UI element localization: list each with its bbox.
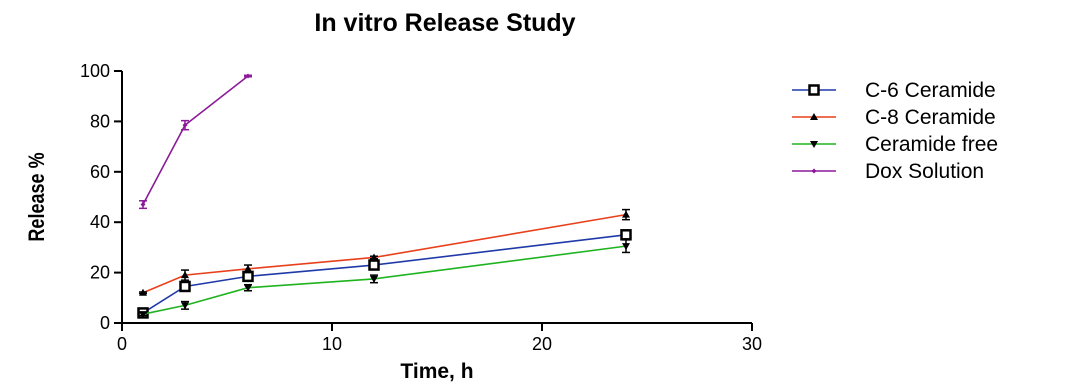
plot-area (137, 73, 632, 319)
data-point (181, 302, 189, 310)
series-line (142, 234, 627, 314)
data-point (179, 280, 191, 293)
legend-label: Ceramide free (865, 133, 998, 156)
data-point (181, 271, 189, 279)
x-ticks: 0 10 20 30 (117, 323, 762, 354)
data-point (370, 253, 378, 261)
series-dox-solution (139, 73, 252, 210)
y-tick-label: 20 (90, 263, 110, 283)
series-line (142, 75, 249, 205)
x-axis-label: Time, h (400, 360, 473, 383)
data-point (244, 264, 252, 272)
y-tick-label: 100 (80, 61, 110, 81)
y-ticks: 0 20 40 60 80 100 (80, 61, 122, 333)
legend-item: Ceramide free (792, 133, 998, 156)
data-point (140, 202, 146, 208)
data-point (139, 288, 147, 296)
y-tick-label: 40 (90, 212, 110, 232)
legend-swatch-marker (810, 141, 818, 148)
series-c-8-ceramide (139, 208, 630, 296)
data-point (622, 210, 630, 218)
chart-title: In vitro Release Study (314, 9, 575, 37)
y-axis: 0 20 40 60 80 100 (80, 61, 123, 333)
data-point (245, 73, 251, 79)
legend-swatch-marker (810, 113, 818, 120)
y-tick-label: 0 (100, 313, 110, 333)
legend-swatch-marker (808, 84, 820, 96)
legend-label: Dox Solution (865, 160, 984, 183)
y-axis-label: Release % (25, 152, 49, 241)
series-c-6-ceramide (137, 229, 632, 319)
data-point (370, 275, 378, 283)
data-point (182, 122, 188, 128)
legend-swatch-marker (811, 168, 817, 174)
legend-label: C-6 Ceramide (865, 79, 996, 102)
x-tick-label: 0 (117, 334, 127, 354)
data-point (622, 243, 630, 251)
legend-label: C-8 Ceramide (865, 106, 996, 129)
x-tick-label: 20 (532, 334, 552, 354)
legend-item: C-6 Ceramide (792, 79, 996, 102)
legend: C-6 Ceramide C-8 Ceramide Ceramide free Dox… (792, 79, 998, 183)
x-tick-label: 30 (742, 334, 762, 354)
x-tick-label: 10 (322, 334, 342, 354)
legend-item: C-8 Ceramide (792, 106, 996, 129)
data-point (368, 259, 380, 271)
data-point (139, 311, 147, 319)
y-tick-label: 60 (90, 162, 110, 182)
x-axis: 0 10 20 30 (117, 322, 762, 354)
series-ceramide-free (139, 239, 630, 319)
data-point (244, 284, 252, 292)
legend-item: Dox Solution (792, 160, 984, 183)
data-point (620, 229, 632, 241)
y-tick-label: 80 (90, 111, 110, 131)
